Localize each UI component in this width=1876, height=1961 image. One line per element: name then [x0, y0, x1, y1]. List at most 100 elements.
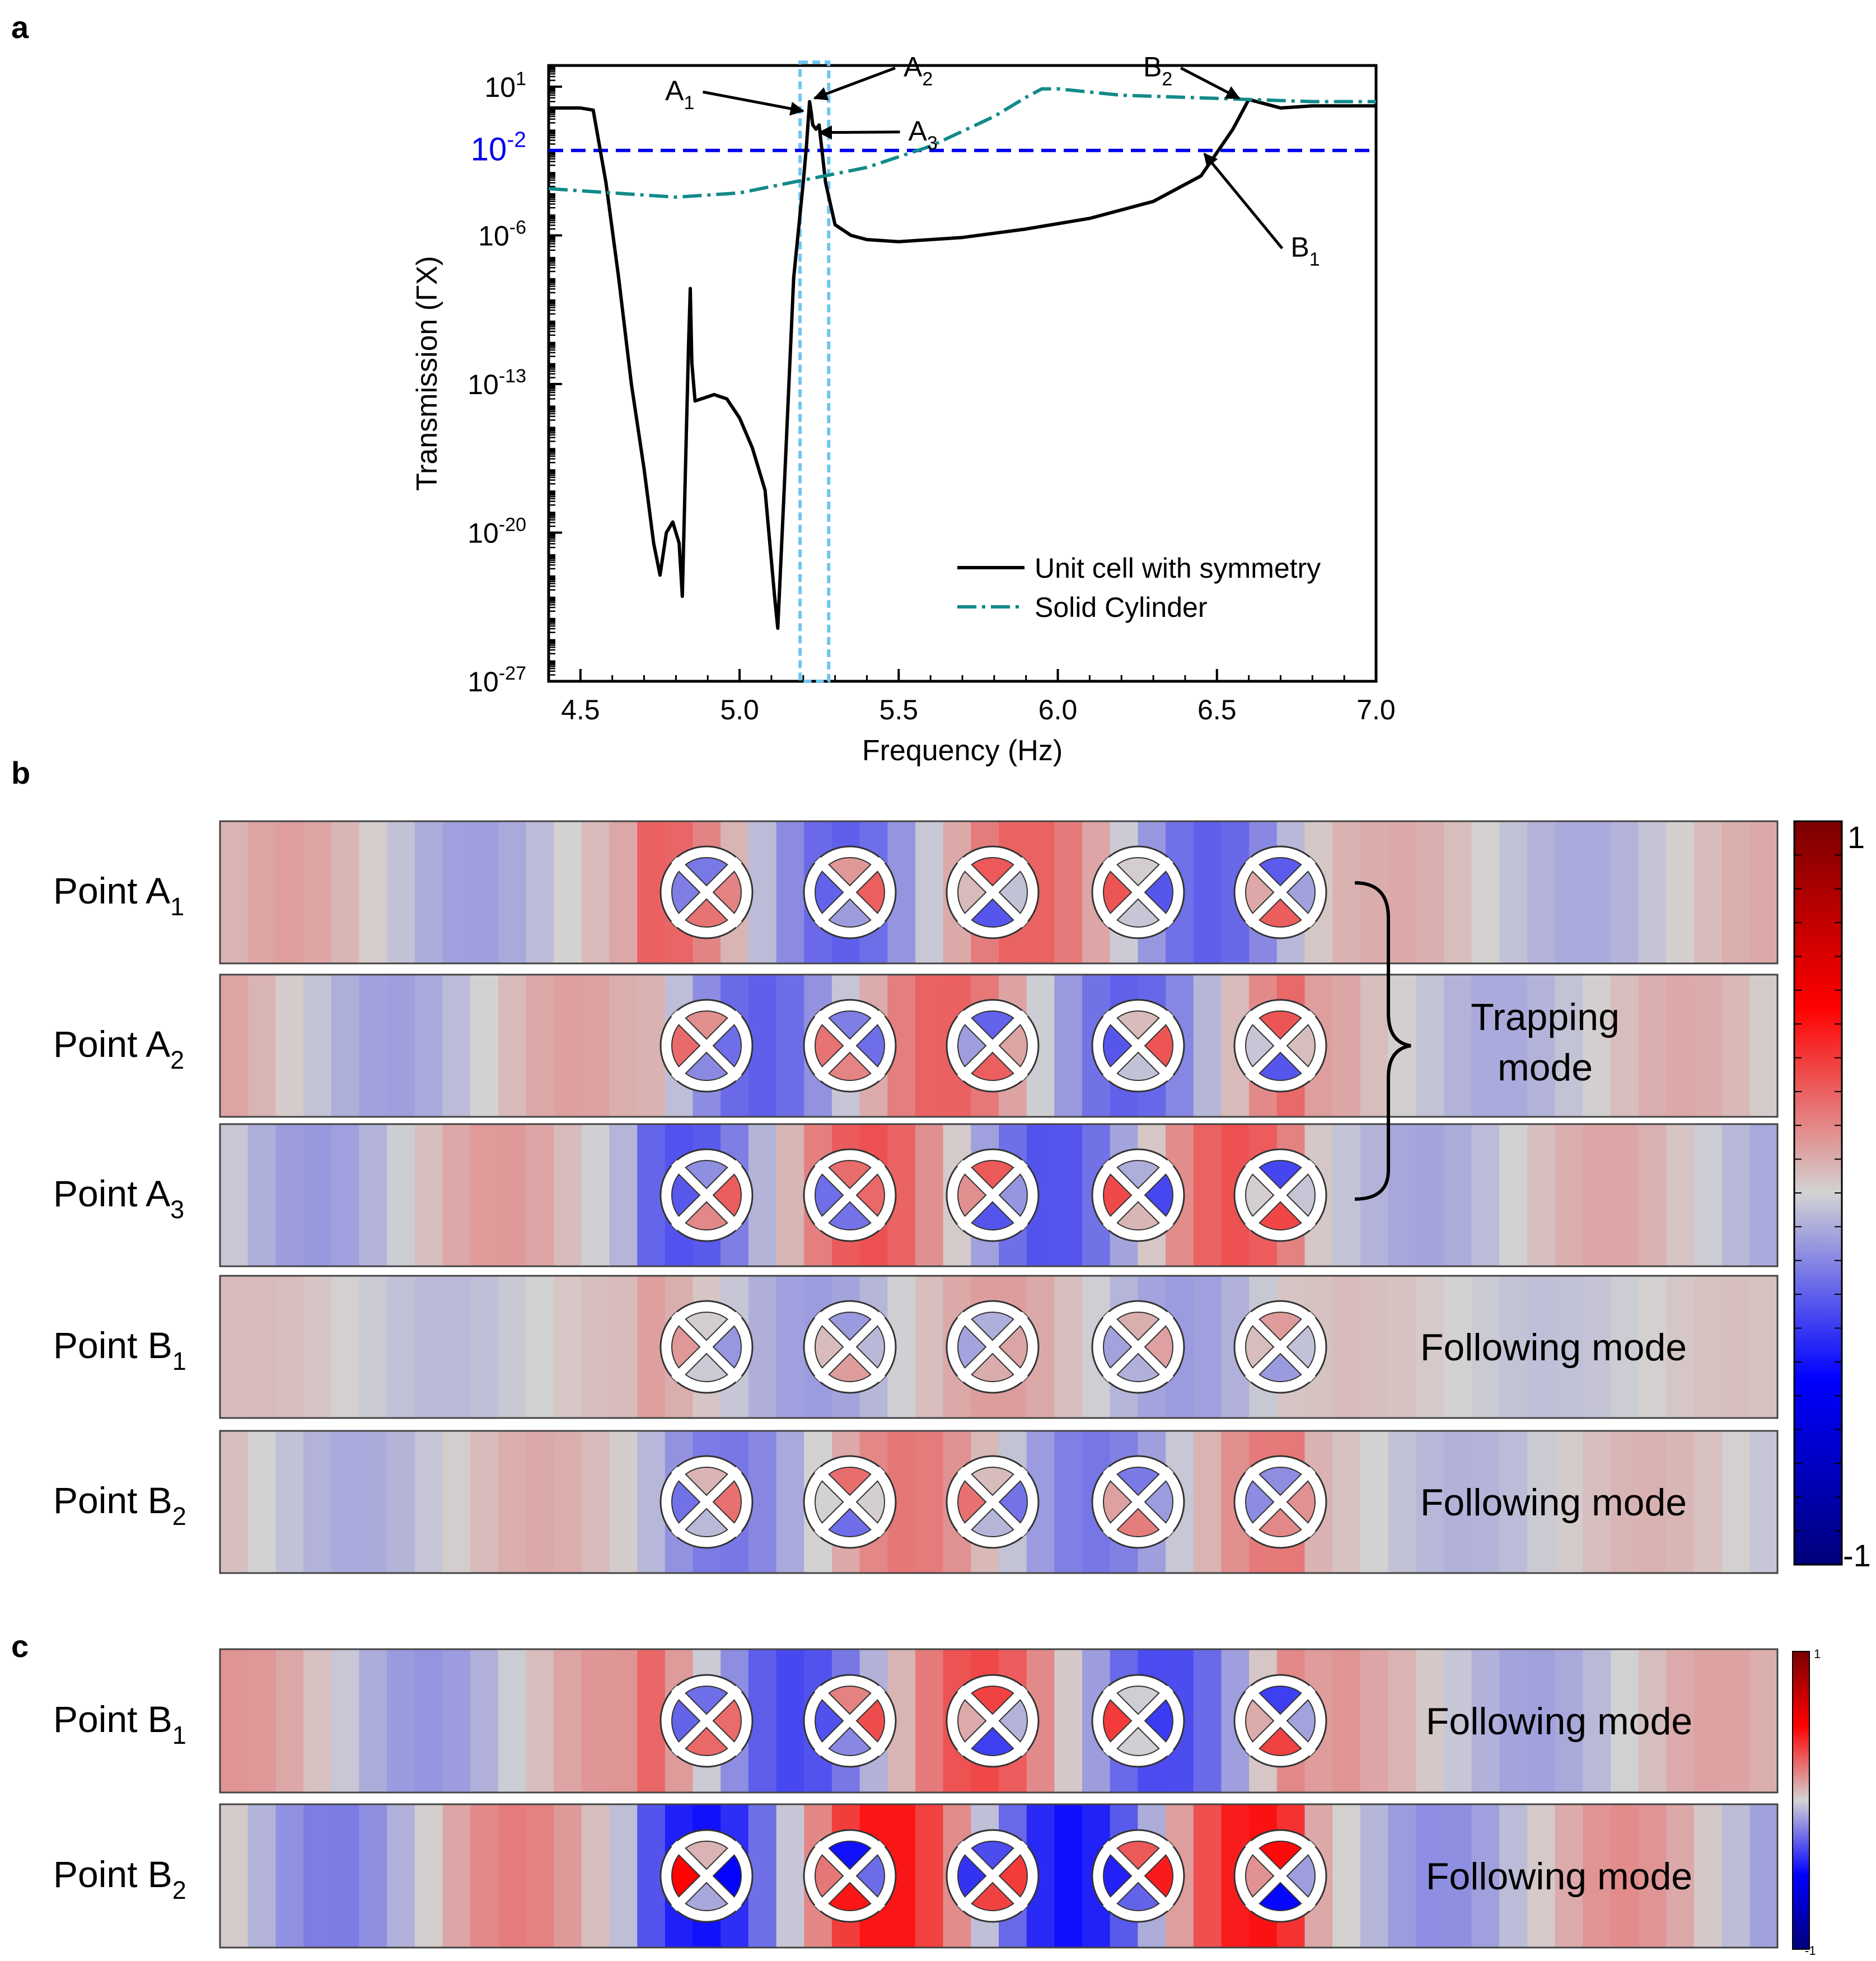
resonator-quadrant	[712, 1024, 742, 1068]
field-stripe	[498, 821, 527, 963]
field-stripe	[1610, 1276, 1639, 1418]
resonator	[803, 999, 897, 1093]
field-stripe	[776, 1124, 804, 1266]
field-stripe	[526, 1124, 554, 1266]
field-stripe	[1694, 821, 1723, 963]
field-stripe	[1193, 821, 1222, 963]
resonator-quadrant	[671, 1699, 701, 1743]
resonator-quadrant	[1116, 1051, 1160, 1081]
field-stripe	[414, 1124, 443, 1266]
field-stripe	[470, 1276, 499, 1418]
field-stripe	[1694, 1124, 1723, 1266]
field-stripe	[526, 1431, 554, 1573]
resonator	[1091, 1300, 1185, 1394]
resonator-cross	[671, 1467, 742, 1537]
field-stripe	[247, 821, 276, 963]
field-stripe	[1471, 1804, 1500, 1948]
resonator-quadrant	[828, 898, 872, 928]
colorbar-b-ticks	[1794, 821, 1842, 1565]
field-stripe	[1527, 1649, 1556, 1792]
field-stripe	[470, 1649, 499, 1792]
field-stripe	[1721, 1124, 1750, 1266]
field-stripe	[247, 1276, 276, 1418]
panel-b-field-maps: Point A1 Point A2 Point A3 Point B1 Followin…	[53, 820, 1779, 1574]
field-stripe	[1610, 1124, 1639, 1266]
y-tick-label: 101	[484, 68, 526, 103]
resonator	[1233, 845, 1327, 939]
field-stripe	[1527, 1276, 1556, 1418]
resonator-quadrant	[815, 1480, 844, 1524]
field-stripe	[776, 821, 804, 963]
field-stripe	[498, 1276, 527, 1418]
x-tick-label: 6.0	[1038, 694, 1078, 726]
field-stripe	[387, 1649, 415, 1792]
field-stripe	[1721, 1649, 1750, 1792]
field-stripe	[1527, 821, 1556, 963]
field-stripe	[1749, 1276, 1778, 1418]
field-stripe	[470, 1124, 499, 1266]
row-mode-label: Following mode	[1420, 1481, 1687, 1524]
field-stripe	[1332, 1431, 1361, 1573]
field-stripe	[581, 821, 610, 963]
field-stripe	[1416, 1431, 1444, 1573]
resonator-quadrant	[671, 1024, 701, 1068]
field-stripe	[1332, 1276, 1361, 1418]
resonator-quadrant	[1245, 1024, 1275, 1068]
field-stripe	[1416, 1649, 1444, 1792]
field-stripe	[470, 1431, 499, 1573]
field-stripe	[1499, 1649, 1528, 1792]
field-row-frame	[219, 1648, 1779, 1794]
field-stripe	[1555, 1649, 1583, 1792]
field-stripe	[1555, 1431, 1583, 1573]
resonator	[1091, 1455, 1185, 1549]
field-stripe	[609, 1276, 638, 1418]
highlight-box	[798, 60, 831, 683]
colorbar-c-max: 1	[1814, 1647, 1821, 1661]
resonator-cross	[815, 1686, 885, 1756]
field-stripe	[1388, 1431, 1416, 1573]
resonator-quadrant	[1103, 1854, 1133, 1898]
field-stripe	[303, 975, 332, 1117]
resonator-cross	[815, 1841, 885, 1911]
series-line-solid-cylinder	[548, 87, 1376, 199]
resonator-cross	[1245, 1010, 1316, 1081]
row-label: Point B2	[53, 1854, 186, 1904]
field-stripe	[331, 1649, 359, 1792]
field-stripe	[275, 1804, 304, 1948]
x-tick-label: 5.5	[879, 694, 919, 726]
field-row: Point B1 Following mode	[53, 1275, 1779, 1419]
field-stripe	[1054, 1649, 1083, 1792]
field-stripe	[1499, 975, 1528, 1117]
field-stripe	[915, 1276, 944, 1418]
field-stripe	[331, 1276, 359, 1418]
field-stripe	[526, 1804, 554, 1948]
resonator-quadrant	[671, 870, 701, 914]
field-stripe	[609, 1804, 638, 1948]
resonator-quadrant	[685, 1467, 728, 1496]
resonator	[946, 1455, 1040, 1549]
row-mode-label: Following mode	[1420, 1326, 1687, 1369]
field-row-frame	[219, 1275, 1779, 1419]
resonator-quadrant	[828, 1726, 872, 1756]
field-stripe	[359, 1649, 387, 1792]
field-stripe	[1499, 1276, 1528, 1418]
field-stripe	[609, 1649, 638, 1792]
annotation-label: B1	[1290, 232, 1320, 270]
field-stripe	[275, 975, 304, 1117]
resonator-quadrant	[971, 1726, 1014, 1756]
field-stripe	[1332, 821, 1361, 963]
field-stripe	[1666, 1276, 1695, 1418]
field-stripe	[1054, 1804, 1083, 1948]
field-stripe	[1499, 1124, 1528, 1266]
resonator	[659, 999, 754, 1093]
colorbar-c-min: -1	[1805, 1944, 1816, 1958]
resonator-quadrant	[685, 1726, 728, 1756]
field-stripe	[526, 975, 554, 1117]
resonator-cross	[1245, 1467, 1316, 1537]
field-row: Point A2	[53, 974, 1779, 1118]
field-stripe	[554, 1804, 582, 1948]
resonator-quadrant	[1103, 1699, 1133, 1743]
resonator-quadrant	[815, 1325, 844, 1369]
field-stripe	[387, 975, 415, 1117]
field-stripe	[247, 1649, 276, 1792]
